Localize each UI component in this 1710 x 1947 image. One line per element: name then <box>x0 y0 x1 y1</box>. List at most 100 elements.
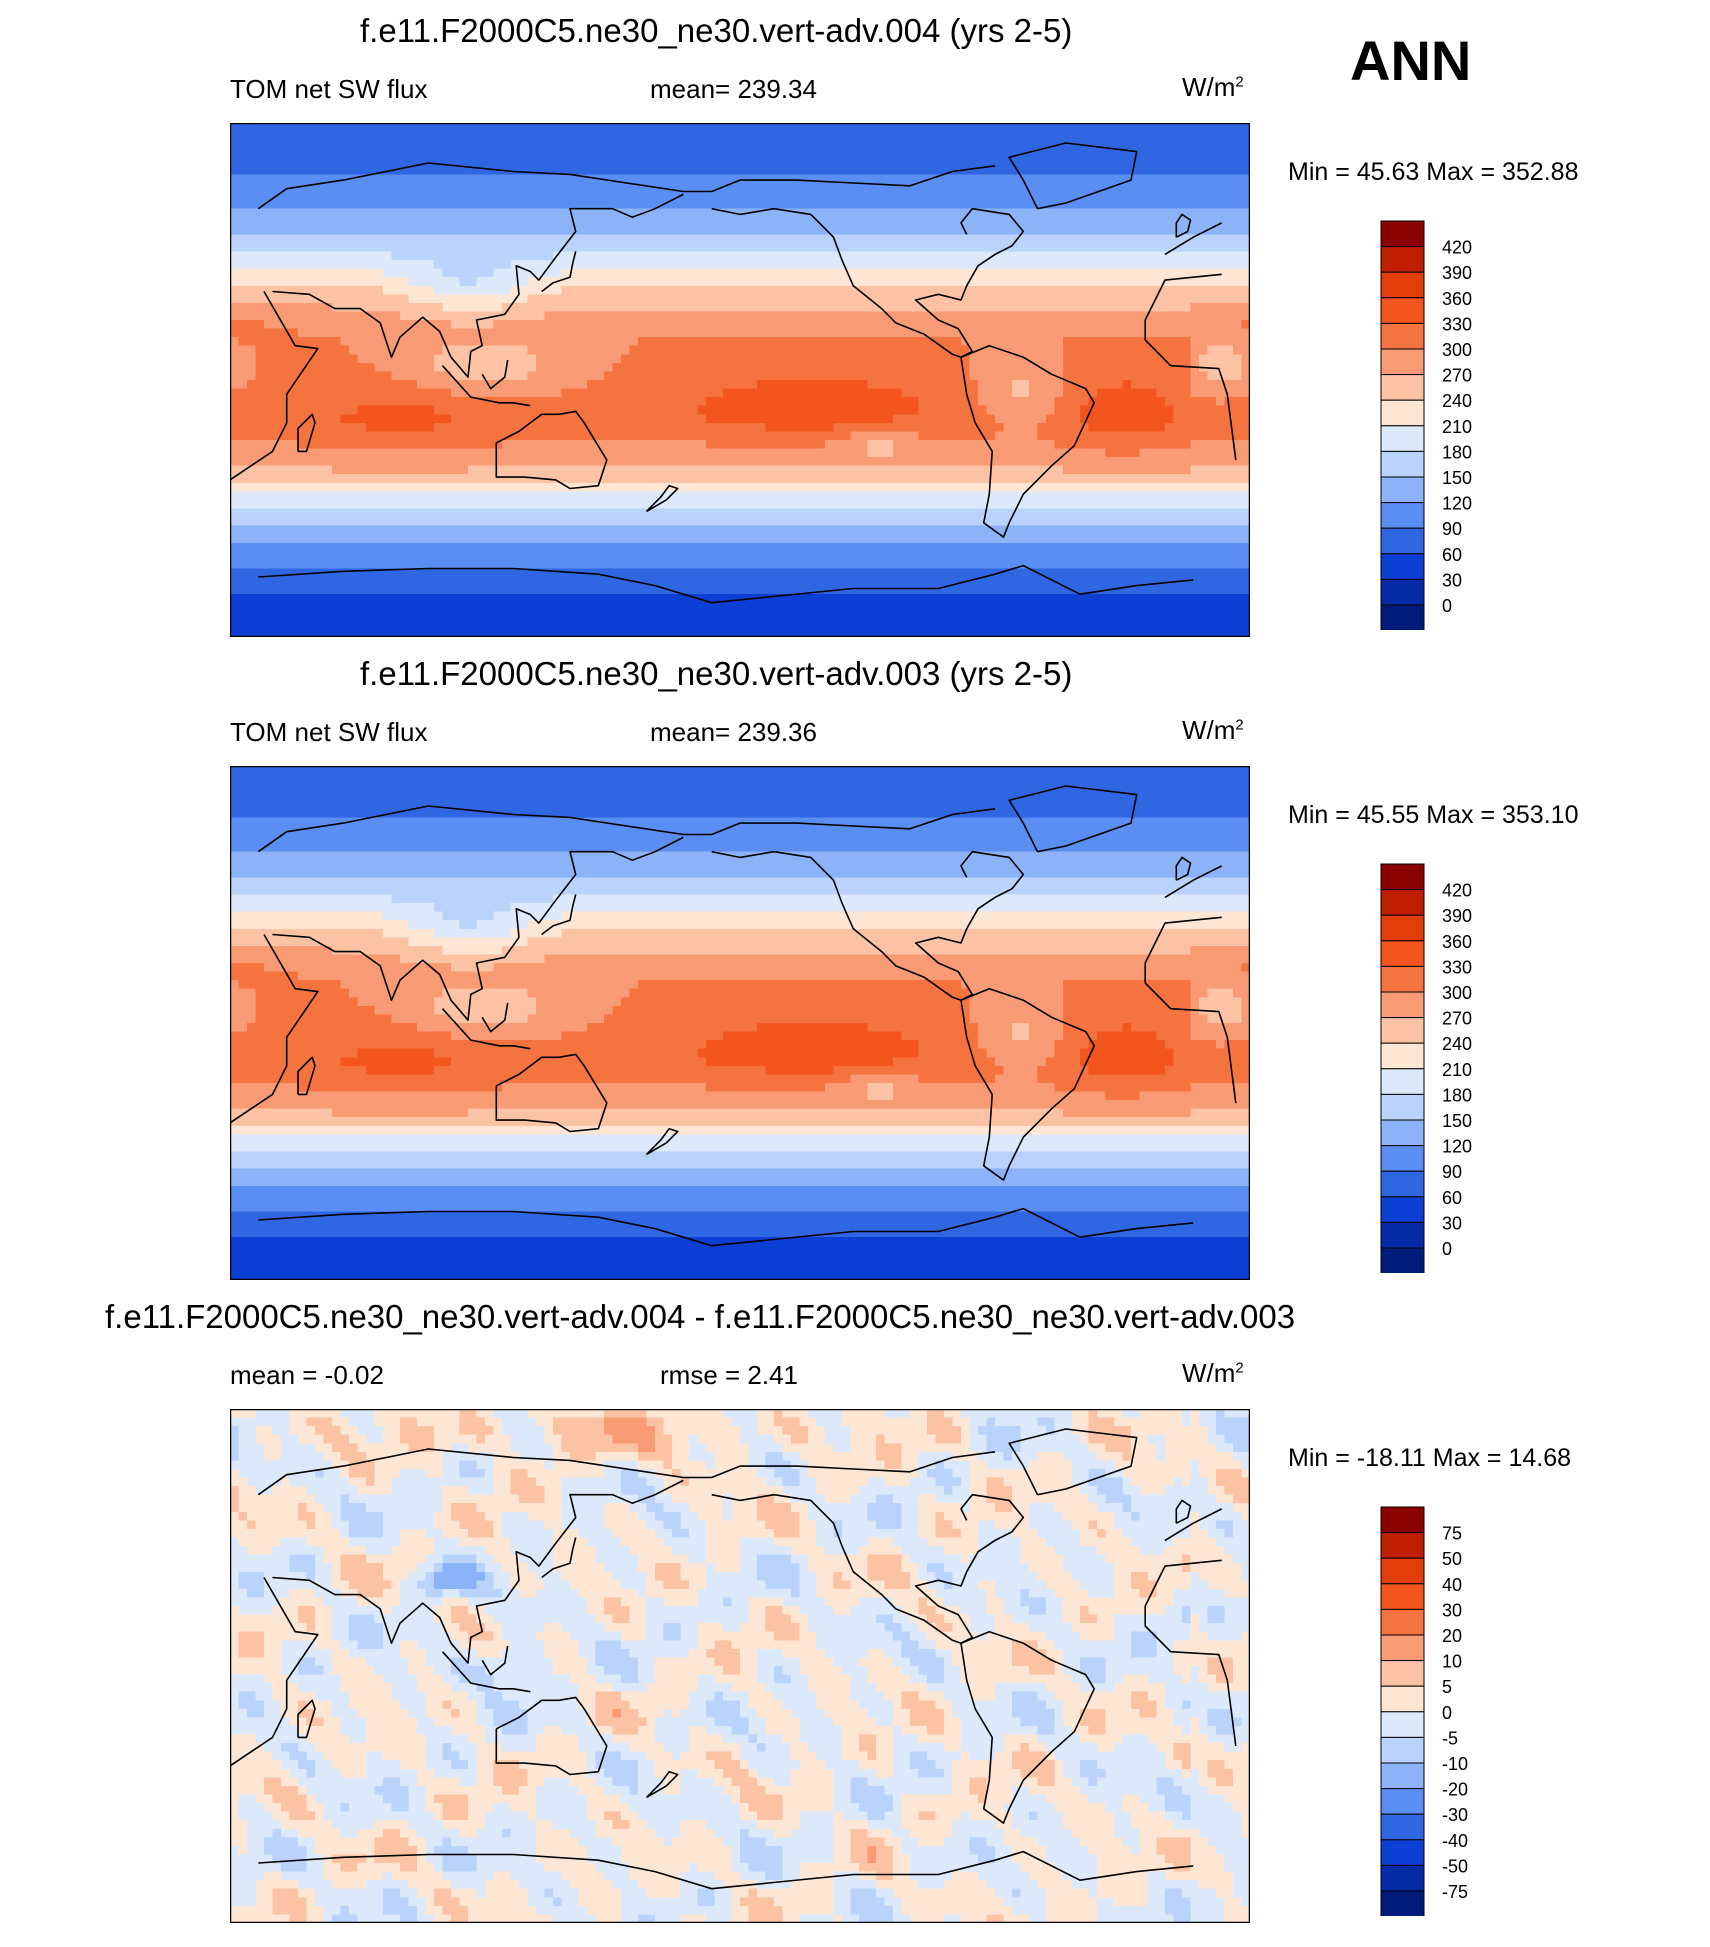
colorbar-tick-label: -20 <box>1442 1780 1468 1800</box>
colorbar-box <box>1380 1506 1425 1534</box>
colorbar-tick-label: 330 <box>1442 957 1472 977</box>
colorbar-tick-label: 60 <box>1442 1188 1462 1208</box>
colorbar-box <box>1380 1736 1425 1764</box>
colorbar-box <box>1380 1196 1425 1223</box>
colorbar-tick-label: -10 <box>1442 1754 1468 1774</box>
colorbar-tick-label: 210 <box>1442 1060 1472 1080</box>
colorbar-box <box>1380 1685 1425 1713</box>
colorbar-box <box>1380 1247 1425 1275</box>
colorbar-box <box>1380 1711 1425 1738</box>
panel-3-mean-label: mean = -0.02 <box>230 1360 384 1391</box>
colorbar-tick-label: 40 <box>1442 1575 1462 1595</box>
colorbar-box <box>1380 553 1425 580</box>
panel-2-map <box>229 765 1251 1281</box>
colorbar-box <box>1380 1017 1425 1044</box>
colorbar-tick-label: 20 <box>1442 1626 1462 1646</box>
colorbar-box <box>1380 476 1425 504</box>
colorbar-box <box>1380 1762 1425 1790</box>
colorbar-box <box>1380 1042 1425 1070</box>
colorbar-tick-label: 300 <box>1442 340 1472 360</box>
colorbar-box <box>1380 527 1425 555</box>
colorbar-tick-label: 180 <box>1442 442 1472 462</box>
panel-2-colorbar: 420 390 360 330 300 270 240 210 180 150 120 90 60 30 0 <box>1380 863 1510 1275</box>
colorbar-box <box>1380 322 1425 350</box>
colorbar-tick-label: 75 <box>1442 1524 1462 1544</box>
colorbar-tick-label: 30 <box>1442 1213 1462 1233</box>
colorbar-tick-label: 360 <box>1442 932 1472 952</box>
colorbar-tick-label: 0 <box>1442 1239 1452 1259</box>
colorbar-box <box>1380 1890 1425 1918</box>
colorbar-box <box>1380 1093 1425 1121</box>
colorbar-tick-label: 30 <box>1442 570 1462 590</box>
colorbar-box <box>1380 1145 1425 1172</box>
colorbar-tick-label: 180 <box>1442 1085 1472 1105</box>
colorbar-box <box>1380 1557 1425 1585</box>
colorbar-tick-label: 270 <box>1442 1009 1472 1029</box>
colorbar-box <box>1380 271 1425 299</box>
panel-2-minmax: Min = 45.55 Max = 353.10 <box>1288 801 1578 830</box>
colorbar-tick-label: -40 <box>1442 1831 1468 1851</box>
colorbar-box <box>1380 1068 1425 1095</box>
colorbar-box <box>1380 578 1425 606</box>
colorbar-tick-label: 150 <box>1442 468 1472 488</box>
colorbar-tick-label: 360 <box>1442 289 1472 309</box>
colorbar-tick-label: 210 <box>1442 417 1472 437</box>
colorbar-box <box>1380 1119 1425 1147</box>
colorbar-tick-label: -5 <box>1442 1728 1458 1748</box>
colorbar-tick-label: 420 <box>1442 238 1472 258</box>
colorbar-box <box>1380 1170 1425 1198</box>
panel-1-title: f.e11.F2000C5.ne30_ne30.vert-adv.004 (yr… <box>360 12 1072 50</box>
colorbar-box <box>1380 220 1425 248</box>
colorbar-box <box>1380 1660 1425 1687</box>
colorbar-box <box>1380 374 1425 401</box>
colorbar-box <box>1380 1813 1425 1841</box>
panel-1-variable-label: TOM net SW flux <box>230 74 427 105</box>
colorbar-tick-label: 10 <box>1442 1652 1462 1672</box>
colorbar-tick-label: 0 <box>1442 596 1452 616</box>
colorbar-box <box>1380 1788 1425 1815</box>
colorbar-box <box>1380 940 1425 967</box>
colorbar-box <box>1380 965 1425 993</box>
panel-1-units: W/m2 <box>1182 72 1244 103</box>
colorbar-box <box>1380 450 1425 478</box>
colorbar-tick-label: 150 <box>1442 1111 1472 1131</box>
colorbar-tick-label: 50 <box>1442 1549 1462 1569</box>
colorbar-tick-label: 30 <box>1442 1600 1462 1620</box>
colorbar-tick-label: 390 <box>1442 906 1472 926</box>
colorbar-box <box>1380 399 1425 427</box>
colorbar-box <box>1380 1864 1425 1892</box>
panel-3-map <box>229 1408 1251 1924</box>
panel-1-map <box>229 122 1251 638</box>
panel-3-minmax: Min = -18.11 Max = 14.68 <box>1288 1444 1571 1473</box>
colorbar-tick-label: 420 <box>1442 881 1472 901</box>
panel-3-rmse-label: rmse = 2.41 <box>660 1360 798 1391</box>
colorbar-tick-label: 270 <box>1442 366 1472 386</box>
colorbar-tick-label: 390 <box>1442 263 1472 283</box>
colorbar-tick-label: 300 <box>1442 983 1472 1003</box>
colorbar-box <box>1380 1608 1425 1636</box>
colorbar-box <box>1380 1583 1425 1610</box>
colorbar-box <box>1380 425 1425 452</box>
colorbar-box <box>1380 1634 1425 1662</box>
panel-1-mean-label: mean= 239.34 <box>650 74 817 105</box>
colorbar-tick-label: -30 <box>1442 1805 1468 1825</box>
colorbar-box <box>1380 991 1425 1019</box>
panel-2-mean-label: mean= 239.36 <box>650 717 817 748</box>
colorbar-tick-label: 240 <box>1442 391 1472 411</box>
colorbar-tick-label: -75 <box>1442 1882 1468 1902</box>
panel-3-colorbar: 75 50 40 30 20 10 5 0 -5 -10 -20 -30 -40 -50 -75 <box>1380 1506 1510 1918</box>
colorbar-box <box>1380 1532 1425 1559</box>
panel-2-units: W/m2 <box>1182 715 1244 746</box>
colorbar-box <box>1380 1839 1425 1866</box>
colorbar-tick-label: 90 <box>1442 519 1462 539</box>
panel-3-units: W/m2 <box>1182 1358 1244 1389</box>
colorbar-box <box>1380 1221 1425 1249</box>
colorbar-box <box>1380 246 1425 273</box>
colorbar-tick-label: 120 <box>1442 1137 1472 1157</box>
colorbar-box <box>1380 502 1425 529</box>
colorbar-tick-label: -50 <box>1442 1856 1468 1876</box>
panel-3-title: f.e11.F2000C5.ne30_ne30.vert-adv.004 - f… <box>105 1298 1295 1336</box>
colorbar-tick-label: 240 <box>1442 1034 1472 1054</box>
colorbar-tick-label: 330 <box>1442 314 1472 334</box>
panel-1-colorbar: 420 390 360 330 300 270 240 210 180 150 120 90 60 30 0 <box>1380 220 1510 632</box>
